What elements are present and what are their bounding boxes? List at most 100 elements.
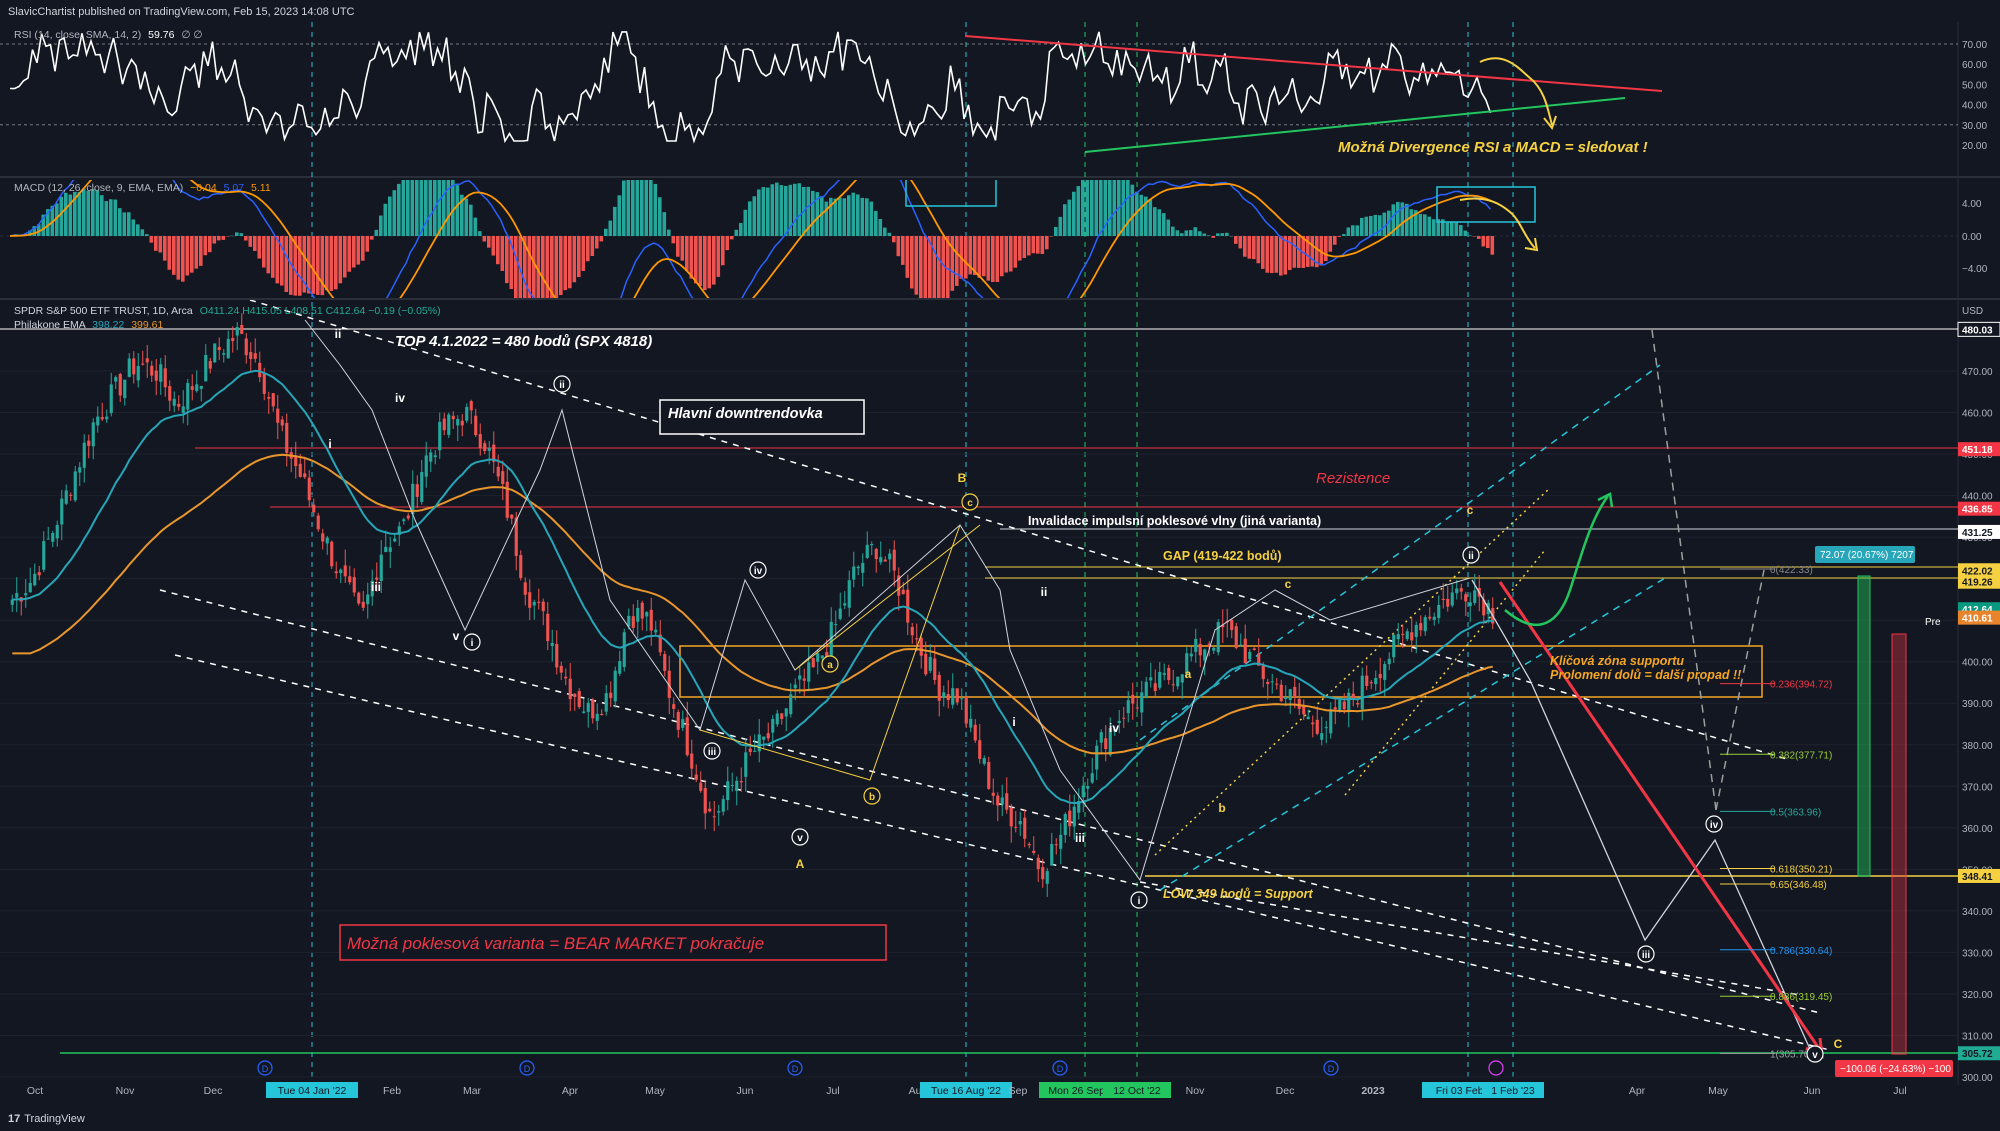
macd-histogram-bar <box>226 236 230 237</box>
currency-label: USD <box>1962 306 1983 317</box>
macd-histogram-bar <box>838 197 842 236</box>
candle-body <box>438 421 442 451</box>
macd-histogram-bar <box>766 187 770 236</box>
wave-label-text: i <box>1012 715 1015 729</box>
macd-histogram-bar <box>905 236 910 278</box>
candle-body <box>676 712 680 730</box>
candle-body <box>537 601 541 603</box>
candle-body <box>897 575 901 596</box>
macd-histogram-bar <box>563 236 568 291</box>
candle-body <box>1455 588 1459 594</box>
macd-histogram-bar <box>1045 236 1049 250</box>
wave-label: c <box>1467 503 1474 517</box>
candle-body <box>406 515 410 519</box>
macd-histogram-bar <box>604 228 608 236</box>
candle-body <box>1153 683 1157 692</box>
candle-body <box>861 562 865 573</box>
wave-label-text: iv <box>395 391 405 405</box>
macd-histogram-bar <box>181 236 185 282</box>
macd-highlight-box <box>1436 186 1536 223</box>
x-axis-label: Dec <box>1276 1085 1295 1097</box>
candle-body <box>798 675 802 680</box>
macd-histogram-bar <box>977 236 982 278</box>
candle-body <box>1275 683 1279 685</box>
macd-histogram-bar <box>1211 236 1216 238</box>
candle-body <box>42 541 46 570</box>
macd-histogram-bar <box>1315 236 1319 268</box>
macd-histogram-bar <box>757 189 761 236</box>
macd-histogram-bar <box>1022 236 1027 259</box>
fib-label: 0.786(330.64) <box>1770 946 1832 957</box>
macd-histogram-bar <box>505 236 509 284</box>
candle-body <box>100 417 104 420</box>
macd-histogram-bar <box>1450 222 1454 236</box>
candle-body <box>1405 631 1409 640</box>
candle-body <box>865 544 869 558</box>
yellow-channel-line <box>1154 487 1551 856</box>
macd-histogram-bar <box>946 236 950 298</box>
candle-body <box>217 346 221 350</box>
wave-label-text: ii <box>559 380 565 391</box>
macd-histogram-bar <box>1058 216 1063 236</box>
candle-body <box>1387 658 1391 665</box>
candle-body <box>541 601 545 612</box>
macd-histogram-bar <box>608 220 613 236</box>
candle-body <box>492 444 496 462</box>
price-tick-label: 380.00 <box>1962 741 1993 752</box>
x-axis-label: Jun <box>1804 1085 1821 1097</box>
candle-body <box>186 382 190 410</box>
candle-body <box>586 702 590 712</box>
macd-histogram-bar <box>172 236 176 275</box>
macd-histogram-bar <box>613 206 617 236</box>
price-label-bg <box>1958 574 2000 589</box>
macd-histogram-bar <box>1202 233 1207 236</box>
bear-projection-arrow <box>1498 581 1822 1051</box>
macd-histogram-bar <box>1009 236 1013 272</box>
candle-body <box>429 452 433 462</box>
macd-legend: MACD (12, 26, close, 9, EMA, EMA) −0.04 … <box>14 182 271 194</box>
candle-body <box>339 569 343 574</box>
candle-body <box>874 548 878 560</box>
candle-body <box>753 750 757 752</box>
candle-body <box>1090 773 1094 783</box>
wave-label: iv <box>1705 815 1723 833</box>
macd-histogram-bar <box>91 189 95 236</box>
price-label: 480.03 <box>1957 321 2000 337</box>
macd-histogram-bar <box>527 236 532 298</box>
candle-body <box>532 601 536 606</box>
macd-histogram-bar <box>1090 180 1094 236</box>
macd-histogram-bar <box>1040 236 1045 254</box>
channel-line <box>174 654 1831 1051</box>
macd-histogram-bar <box>478 231 482 236</box>
candle-body <box>906 589 910 623</box>
candle-body <box>1207 643 1211 647</box>
wave-label-text: a <box>1185 667 1192 681</box>
candle-body <box>1185 653 1189 675</box>
candle-body <box>483 443 487 452</box>
candle-body <box>1396 634 1400 640</box>
macd-histogram-bar <box>109 199 113 236</box>
macd-histogram-bar <box>1306 236 1310 267</box>
wave-label: b <box>1218 801 1225 815</box>
macd-histogram-bar <box>388 196 392 236</box>
candle-body <box>748 748 752 752</box>
price-scale: 470.00460.00450.00440.00430.00420.00410.… <box>1962 367 1993 1084</box>
candle-body <box>685 717 689 756</box>
candle-body <box>1027 844 1031 846</box>
candle-body <box>1230 619 1234 631</box>
candle-body <box>253 353 257 359</box>
macd-histogram-bar <box>676 236 680 257</box>
macd-histogram-bar <box>1441 219 1445 236</box>
bull-projection-arrow <box>1504 495 1610 627</box>
price-label: 422.02 <box>1958 563 2000 578</box>
wave-label-circle <box>749 561 767 579</box>
macd-histogram-bar <box>1391 204 1396 236</box>
macd-histogram-bar <box>550 236 554 298</box>
price-tick-label: 370.00 <box>1962 782 1993 793</box>
candle-body <box>573 693 577 698</box>
macd-histogram-bar <box>82 188 86 236</box>
price-label-bg <box>1958 1046 2000 1061</box>
macd-histogram-bar <box>928 236 932 298</box>
macd-histogram-bar <box>523 236 527 298</box>
x-axis-label: Feb <box>383 1085 401 1097</box>
